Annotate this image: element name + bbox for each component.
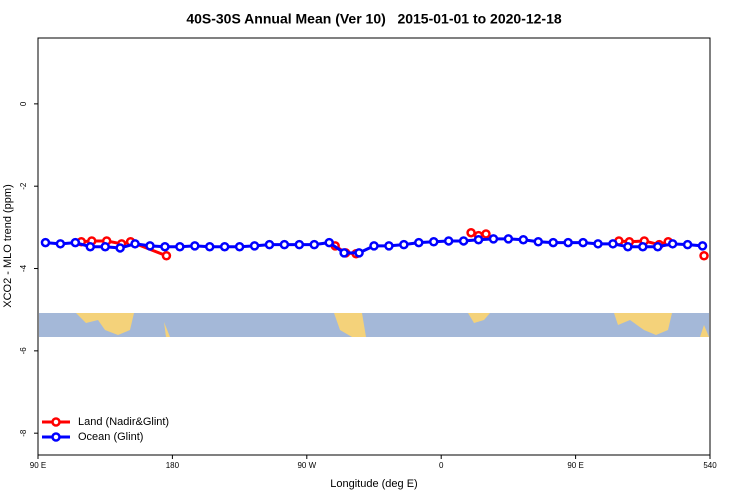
legend-marker: [51, 432, 61, 442]
data-point: [294, 239, 305, 250]
y-tick-label: -6: [19, 347, 28, 355]
data-point: [608, 239, 618, 249]
data-point: [100, 241, 110, 252]
data-point: [488, 234, 499, 244]
x-tick-label: 540: [703, 461, 717, 470]
y-tick-label: -8: [19, 429, 28, 437]
land-shape: [614, 313, 672, 335]
data-point: [623, 241, 633, 252]
data-point: [279, 239, 290, 250]
land-shape: [76, 313, 134, 335]
data-point: [339, 248, 349, 258]
data-point: [466, 227, 476, 238]
land-shape: [164, 322, 170, 337]
legend-marker: [51, 417, 61, 427]
x-tick-label: 90 E: [30, 461, 46, 470]
data-point: [309, 239, 320, 250]
data-point: [161, 251, 172, 261]
data-point: [697, 241, 708, 251]
data-point: [324, 237, 334, 248]
data-point: [533, 237, 544, 247]
data-point: [264, 239, 275, 250]
plot-frame: [37, 37, 711, 456]
x-tick-label: 90 W: [297, 461, 316, 470]
data-point: [160, 241, 170, 252]
data-point: [249, 241, 260, 251]
x-axis-label: Longitude (deg E): [330, 478, 417, 490]
data-point: [428, 237, 439, 247]
data-point: [70, 237, 81, 248]
data-point: [638, 241, 648, 252]
data-point: [503, 234, 514, 244]
data-point: [548, 237, 558, 248]
data-point: [652, 241, 663, 252]
land-shape: [700, 325, 709, 337]
data-point: [578, 237, 588, 248]
y-tick-label: -2: [19, 182, 28, 190]
data-point: [481, 229, 491, 239]
data-point: [384, 241, 394, 251]
data-point: [190, 241, 200, 251]
data-point: [85, 241, 96, 252]
data-point: [130, 239, 140, 249]
data-point: [682, 239, 693, 250]
data-point: [518, 234, 529, 245]
y-tick-label: 0: [19, 101, 28, 106]
legend-label: Ocean (Glint): [78, 431, 143, 443]
data-point: [234, 241, 245, 252]
x-tick-label: 0: [439, 461, 444, 470]
data-point: [115, 243, 125, 253]
data-point: [55, 239, 66, 249]
legend-label: Land (Nadir&Glint): [78, 416, 169, 428]
land-shape: [334, 313, 366, 337]
data-point: [563, 237, 573, 248]
data-point: [414, 237, 424, 248]
data-point: [443, 236, 454, 246]
data-point: [369, 241, 379, 251]
data-point: [473, 234, 484, 245]
y-tick-label: -4: [19, 264, 28, 272]
data-point: [40, 237, 51, 248]
land-shape: [468, 313, 490, 323]
x-tick-label: 180: [166, 461, 180, 470]
data-point: [354, 248, 364, 258]
data-point: [219, 241, 230, 252]
data-point: [458, 236, 469, 246]
data-point: [175, 241, 185, 252]
data-point: [399, 239, 409, 250]
chart-title: 40S-30S Annual Mean (Ver 10) 2015-01-01 …: [186, 11, 562, 27]
ocean-strip: [39, 313, 709, 337]
data-point: [593, 239, 603, 249]
map-strip: [39, 313, 709, 337]
data-point: [145, 241, 155, 251]
x-tick-label: 90 E: [567, 461, 583, 470]
y-axis-label: XCO2 - MLO trend (ppm): [2, 184, 14, 307]
data-point: [699, 251, 709, 261]
data-point: [204, 241, 215, 252]
data-point: [667, 239, 678, 249]
